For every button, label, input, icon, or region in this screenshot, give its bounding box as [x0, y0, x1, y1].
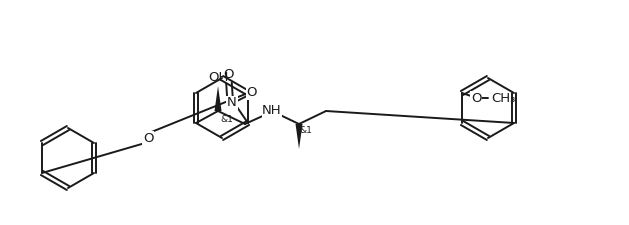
- Text: CH₃: CH₃: [491, 92, 515, 104]
- Text: O: O: [224, 68, 234, 81]
- Polygon shape: [296, 124, 303, 149]
- Text: O: O: [247, 86, 257, 99]
- Text: N: N: [227, 97, 237, 110]
- Text: &1: &1: [220, 115, 233, 124]
- Text: O: O: [470, 92, 481, 104]
- Polygon shape: [214, 86, 221, 111]
- Text: &1: &1: [299, 126, 312, 135]
- Text: O: O: [143, 131, 153, 144]
- Text: NH: NH: [262, 104, 282, 117]
- Text: OH: OH: [208, 71, 228, 84]
